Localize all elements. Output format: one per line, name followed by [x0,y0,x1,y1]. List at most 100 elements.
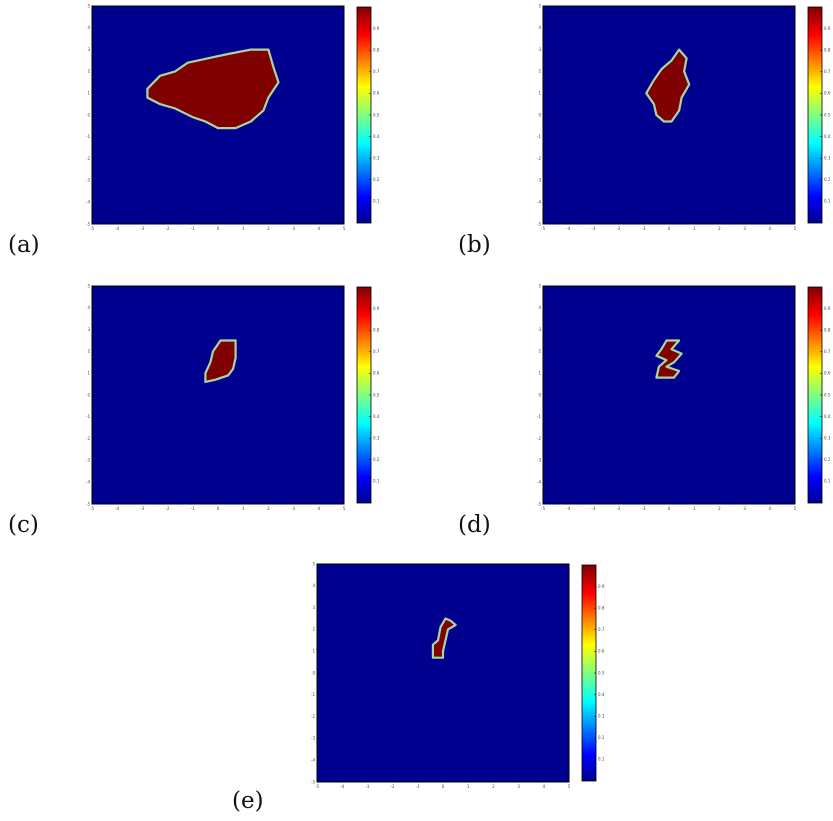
colorbar-tick-label: 0.1 [824,479,831,484]
colorbar-tick-label: 0.7 [824,69,831,74]
colorbar-tick-label: 0.9 [373,306,380,311]
colorbar-tick-label: 0.7 [824,349,831,354]
x-tick-label: -2 [391,784,395,789]
y-tick-label: 4 [312,583,315,588]
y-tick-label: -5 [537,501,541,506]
y-tick-label: 2 [538,349,541,354]
x-tick-label: 0 [668,226,671,231]
region-blob [655,339,683,379]
y-tick-label: -3 [86,178,90,183]
y-tick-label: 2 [87,349,90,354]
y-tick-label: 0 [538,112,541,117]
x-tick-label: 5 [568,784,571,789]
y-tick-label: 4 [538,25,541,30]
x-tick-label: 2 [718,506,721,511]
colorbar-tick-label: 0.3 [373,156,380,161]
x-tick-label: 4 [769,226,772,231]
x-tick-label: 5 [343,226,346,231]
y-tick-label: 0 [87,112,90,117]
plot-panel-b: -5 -4 -3 -2 -1 0 1 2 3 4 5 5 4 3 2 1 0 -1 -2 -3 -4 -5 0.1 0.2 0.… [537,3,833,237]
x-tick-label: 0 [217,226,220,231]
y-tick-label: 4 [538,305,541,310]
y-tick-label: -1 [537,414,541,419]
panel-label-e: (e) [232,788,264,814]
y-tick-label: -1 [86,414,90,419]
x-tick-label: -1 [416,784,420,789]
y-tick-label: 4 [87,305,90,310]
colorbar-tick-label: 0.1 [373,479,380,484]
plot-d: -5 -4 -3 -2 -1 0 1 2 3 4 5 5 4 3 2 1 0 -1 -2 -3 -4 -5 0.1 0.2 0.… [537,283,831,511]
colorbar-tick-label: 0.5 [598,670,605,675]
y-tick-label: 1 [538,91,541,96]
x-tick-label: 2 [492,784,495,789]
colorbar-tick-label: 0.8 [824,328,831,333]
y-tick-label: 1 [538,371,541,376]
colorbar-tick-label: 0.9 [598,584,605,589]
plot-panel-a: -5 -4 -3 -2 -1 0 1 2 3 4 5 5 4 3 2 1 0 -1 -2 -3 -4 -5 0.1 0.2 0.… [86,3,391,237]
x-tick-label: -2 [617,226,621,231]
y-tick-label: -3 [537,178,541,183]
y-tick-label: 2 [312,627,315,632]
y-tick-label: -2 [537,436,541,441]
colorbar-tick-label: 0.3 [824,436,831,441]
colorbar-tick-label: 0.6 [373,371,380,376]
y-tick-label: 3 [538,327,541,332]
colorbar-tick-label: 0.7 [598,627,605,632]
y-tick-label: 1 [87,91,90,96]
plot-panel-c: -5 -4 -3 -2 -1 0 1 2 3 4 5 5 4 3 2 1 0 -1 -2 -3 -4 -5 0.1 0.2 0.… [86,283,391,517]
plot-b: -5 -4 -3 -2 -1 0 1 2 3 4 5 5 4 3 2 1 0 -1 -2 -3 -4 -5 0.1 0.2 0.… [537,3,831,231]
colorbar-tick-label: 0.2 [824,457,831,462]
colorbar-tick-label: 0.2 [598,735,605,740]
plot-c: -5 -4 -3 -2 -1 0 1 2 3 4 5 5 4 3 2 1 0 -1 -2 -3 -4 -5 0.1 0.2 0.… [86,283,380,511]
y-tick-label: -5 [86,501,90,506]
colorbar-tick-label: 0.5 [373,112,380,117]
y-tick-label: -3 [86,458,90,463]
colorbar-tick-label: 0.8 [373,48,380,53]
y-tick-label: -5 [311,779,315,784]
region-blob [204,339,237,384]
x-tick-label: -1 [642,226,646,231]
region-blob [645,48,691,123]
x-tick-label: -4 [115,226,119,231]
colorbar-tick-label: 0.1 [824,199,831,204]
x-tick-label: -5 [90,226,94,231]
x-tick-label: -3 [591,506,595,511]
y-tick-label: -2 [537,156,541,161]
x-tick-label: -1 [642,506,646,511]
x-tick-label: -4 [566,226,570,231]
colorbar-tick-label: 0.5 [373,392,380,397]
x-tick-label: 1 [693,506,696,511]
y-tick-label: -1 [86,134,90,139]
y-tick-label: 0 [538,392,541,397]
x-tick-label: -4 [566,506,570,511]
colorbar-tick-label: 0.6 [824,91,831,96]
x-tick-label: -3 [140,226,144,231]
x-tick-label: -1 [191,226,195,231]
x-tick-label: -5 [541,506,545,511]
panel-label-d: (d) [458,512,491,538]
y-tick-label: -4 [86,200,90,205]
y-tick-label: 0 [312,670,315,675]
colorbar [581,564,597,782]
plot-e: -5 -4 -3 -2 -1 0 1 2 3 4 5 5 4 3 2 1 0 -1 -2 -3 -4 -5 0.1 0.2 0.… [311,561,605,789]
colorbar-tick-label: 0.6 [824,371,831,376]
y-tick-label: -2 [86,436,90,441]
colorbar-tick-label: 0.4 [824,134,831,139]
y-tick-label: -1 [537,134,541,139]
colorbar-tick-label: 0.9 [824,306,831,311]
y-tick-label: -4 [311,758,315,763]
colorbar-tick-label: 0.1 [598,757,605,762]
y-tick-label: -4 [86,480,90,485]
x-tick-label: 4 [318,226,321,231]
colorbar-tick-label: 0.4 [824,414,831,419]
x-tick-label: -3 [365,784,369,789]
x-tick-label: -5 [90,506,94,511]
colorbar-tick-label: 0.8 [373,328,380,333]
x-tick-label: -1 [191,506,195,511]
colorbar-tick-label: 0.8 [598,606,605,611]
y-tick-label: -5 [86,221,90,226]
y-tick-label: 0 [87,392,90,397]
panel-label-c: (c) [8,512,39,538]
colorbar-tick-label: 0.6 [598,649,605,654]
colorbar-tick-label: 0.3 [373,436,380,441]
